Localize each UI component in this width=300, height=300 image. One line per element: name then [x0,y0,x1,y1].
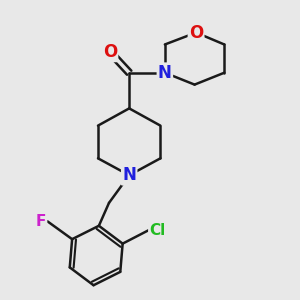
Text: N: N [158,64,172,82]
Text: N: N [122,166,136,184]
Text: F: F [36,214,46,229]
Text: Cl: Cl [149,223,166,238]
Text: O: O [189,24,203,42]
Text: O: O [103,43,117,61]
